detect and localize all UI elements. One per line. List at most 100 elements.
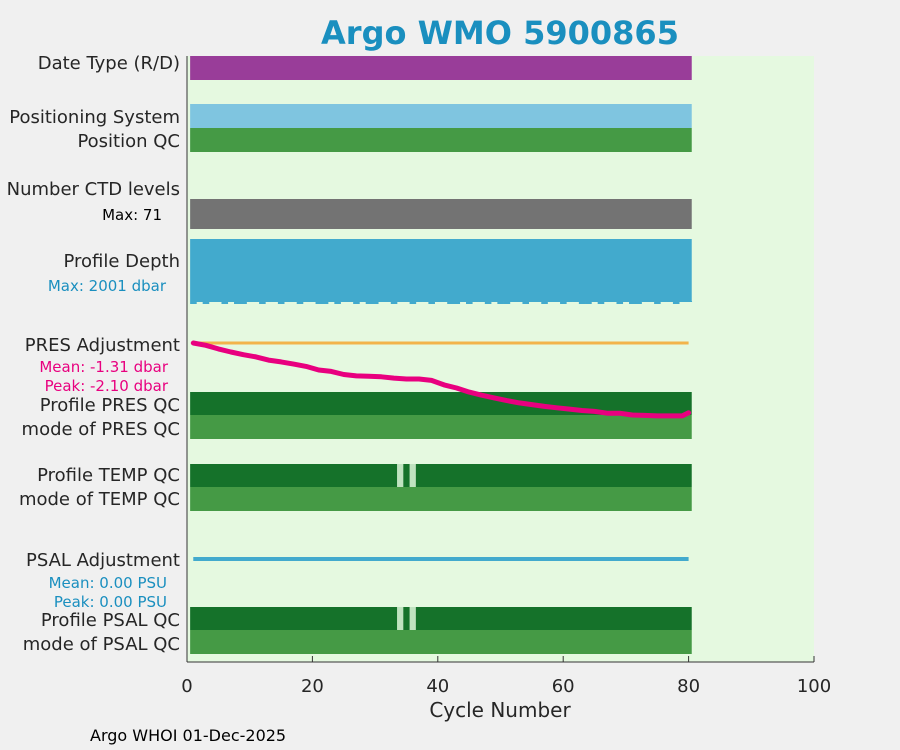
- depth-cycle-mark: [271, 301, 279, 302]
- temp-qc-flag: [409, 464, 416, 487]
- depth-cycle-mark: [597, 301, 605, 304]
- depth-cycle-mark: [541, 301, 548, 304]
- depth-cycle-mark: [277, 301, 285, 304]
- depth-cycle-mark: [428, 301, 435, 304]
- depth-cycle-mark: [560, 301, 567, 304]
- x-tick-label: 20: [301, 676, 324, 697]
- bars-layer: [190, 56, 693, 654]
- bar-date-type: [190, 56, 692, 80]
- depth-cycle-mark: [422, 301, 429, 302]
- depth-cycle-mark: [359, 301, 366, 302]
- info-labels: Max: 71 Max: 2001 dbar Mean: -1.31 dbar …: [39, 206, 169, 611]
- depth-cycle-mark: [378, 301, 385, 302]
- depth-cycle-mark: [528, 301, 536, 302]
- bar-profile-temp-qc: [190, 464, 692, 487]
- depth-cycle-mark: [672, 301, 680, 304]
- bar-mode-pres-qc: [190, 415, 692, 439]
- depth-cycle-mark: [591, 301, 598, 302]
- depth-cycle-mark: [384, 301, 392, 302]
- label-position-qc: Position QC: [77, 131, 180, 152]
- depth-cycle-mark: [679, 301, 686, 302]
- bar-mode-psal-qc: [190, 630, 692, 654]
- bar-position-qc: [190, 128, 692, 152]
- depth-cycle-mark: [629, 301, 636, 304]
- depth-cycle-mark: [202, 301, 210, 304]
- depth-cycle-mark: [390, 301, 398, 304]
- depth-cycle-mark: [397, 301, 404, 302]
- depth-cycle-mark: [208, 301, 216, 302]
- depth-cycle-mark: [240, 301, 247, 304]
- depth-cycle-mark: [215, 301, 222, 302]
- depth-cycle-mark: [265, 301, 272, 302]
- lines-layer: [190, 340, 692, 561]
- depth-cycle-mark: [578, 301, 586, 304]
- x-tick-label: 80: [677, 676, 700, 697]
- depth-cycle-mark: [415, 301, 423, 302]
- depth-cycle-mark: [478, 301, 486, 302]
- x-ticks-layer: 0 20 40 60 80 100: [181, 656, 831, 697]
- bar-ctd-levels: [190, 199, 692, 229]
- depth-cycle-mark: [635, 301, 642, 304]
- depth-cycle-mark: [497, 301, 504, 304]
- depth-cycle-mark: [522, 301, 530, 304]
- label-mode-psal-qc: mode of PSAL QC: [23, 634, 180, 655]
- depth-cycle-mark: [290, 301, 298, 302]
- depth-cycle-mark: [641, 301, 649, 302]
- depth-cycle-mark: [302, 301, 310, 302]
- depth-cycle-mark: [572, 301, 580, 302]
- depth-cycle-mark: [365, 301, 373, 304]
- depth-cycle-mark: [334, 301, 341, 304]
- depth-cycle-mark: [616, 301, 624, 304]
- label-profile-psal-qc: Profile PSAL QC: [41, 610, 180, 631]
- depth-cycle-mark: [547, 301, 555, 302]
- label-mode-temp-qc: mode of TEMP QC: [19, 489, 180, 510]
- depth-cycle-mark: [610, 301, 617, 302]
- depth-cycle-mark: [622, 301, 630, 302]
- bar-profile-psal-qc: [190, 607, 692, 630]
- depth-cycle-mark: [509, 301, 517, 302]
- depth-cycle-mark: [466, 301, 473, 304]
- temp-qc-flag: [397, 464, 404, 487]
- depth-cycle-mark: [534, 301, 542, 302]
- depth-cycle-mark: [190, 301, 197, 304]
- label-profile-pres-qc: Profile PRES QC: [40, 395, 180, 416]
- depth-cycle-mark: [227, 301, 235, 302]
- bar-positioning-system: [190, 104, 692, 128]
- depth-cycle-mark: [440, 301, 448, 302]
- depth-cycle-mark: [196, 301, 203, 302]
- depth-cycle-mark: [503, 301, 511, 304]
- depth-cycle-mark: [353, 301, 360, 304]
- depth-cycle-mark: [516, 301, 523, 302]
- depth-cycle-mark: [434, 301, 442, 302]
- depth-cycle-mark: [259, 301, 266, 304]
- psal-qc-flag: [397, 607, 404, 630]
- depth-cycle-mark: [234, 301, 241, 304]
- bar-profile-depth: [190, 239, 692, 301]
- x-tick-label: 0: [181, 676, 192, 697]
- depth-cycle-mark: [685, 301, 693, 302]
- depth-cycle-mark: [585, 301, 592, 304]
- depth-cycle-mark: [252, 301, 260, 302]
- depth-cycle-mark: [321, 301, 329, 304]
- depth-cycle-mark: [309, 301, 316, 302]
- depth-cycle-mark: [340, 301, 348, 302]
- label-pres-adjustment: PRES Adjustment: [25, 335, 180, 356]
- pres-peak: Peak: -2.10 dbar: [45, 377, 169, 395]
- depth-cycle-mark: [284, 301, 291, 302]
- depth-cycle-mark: [403, 301, 410, 302]
- label-psal-adjustment: PSAL Adjustment: [26, 550, 180, 571]
- row-labels: Date Type (R/D) Positioning System Posit…: [7, 53, 180, 655]
- bar-mode-temp-qc: [190, 487, 692, 511]
- label-ctd-levels: Number CTD levels: [7, 179, 180, 200]
- depth-cycle-mark: [346, 301, 354, 302]
- pres-adjustment-line: [190, 340, 692, 419]
- depth-cycle-mark: [472, 301, 479, 302]
- psal-peak: Peak: 0.00 PSU: [54, 593, 167, 611]
- depth-cycle-mark: [296, 301, 304, 304]
- depth-cycle-mark: [328, 301, 335, 302]
- depth-cycle-mark: [484, 301, 492, 304]
- depth-cycle-mark: [221, 301, 229, 304]
- depth-cycle-mark: [371, 301, 379, 304]
- pres-mean: Mean: -1.31 dbar: [39, 358, 169, 376]
